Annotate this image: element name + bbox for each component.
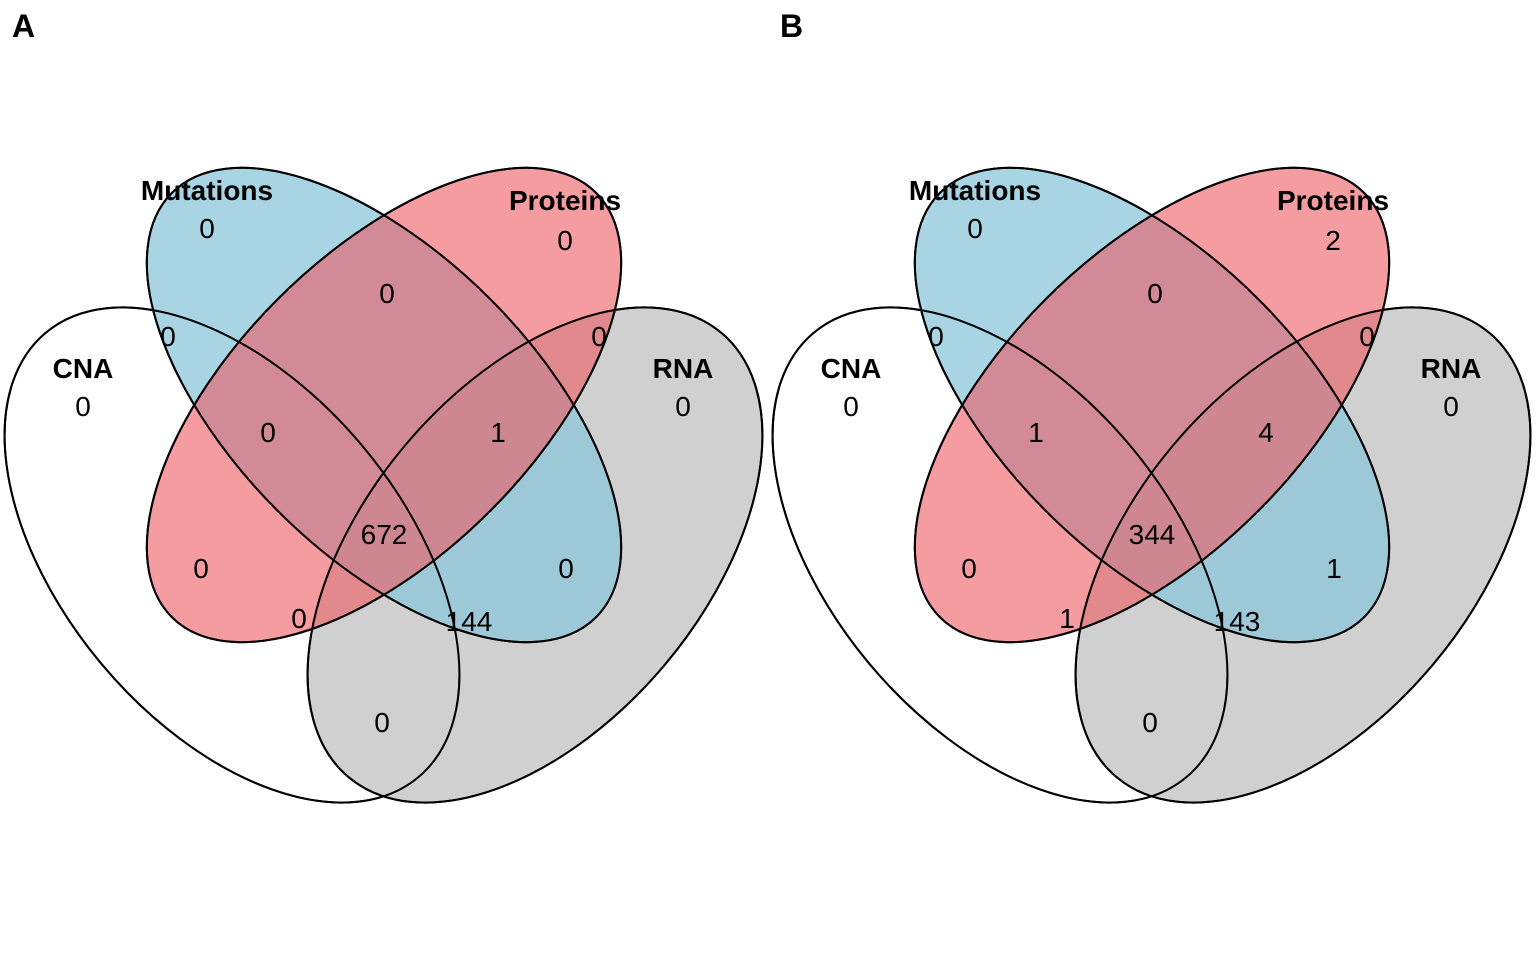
count-mut-rna: 1 — [1326, 553, 1342, 584]
venn-diagram: Mutations Proteins CNA RNA 0 2 0 0 0 0 0… — [771, 166, 1532, 804]
rna-label: RNA — [1421, 353, 1482, 384]
count-prot-cna-rna: 0 — [291, 603, 307, 634]
count-proteins-only: 2 — [1325, 225, 1341, 256]
count-all: 344 — [1129, 519, 1176, 550]
count-mutations-only: 0 — [199, 213, 215, 244]
count-mut-prot-rna: 4 — [1258, 417, 1274, 448]
count-mut-prot-rna: 1 — [490, 417, 506, 448]
count-mut-rna: 0 — [558, 553, 574, 584]
count-cna-rna: 0 — [1142, 707, 1158, 738]
count-cna-rna: 0 — [374, 707, 390, 738]
venn-diagram: Mutations Proteins CNA RNA 0 0 0 0 0 0 0… — [3, 166, 764, 804]
count-mut-prot: 0 — [1147, 278, 1163, 309]
count-prot-cna-rna: 1 — [1059, 603, 1075, 634]
rna-label: RNA — [653, 353, 714, 384]
count-mut-cna: 0 — [160, 321, 176, 352]
count-cna-only: 0 — [75, 391, 91, 422]
panel-letter: B — [780, 8, 804, 44]
count-mut-prot-cna: 0 — [260, 417, 276, 448]
count-prot-cna: 0 — [961, 553, 977, 584]
cna-label: CNA — [821, 353, 882, 384]
proteins-label: Proteins — [1277, 185, 1389, 216]
count-prot-rna: 0 — [1359, 321, 1375, 352]
mutations-label: Mutations — [909, 175, 1041, 206]
count-proteins-only: 0 — [557, 225, 573, 256]
panel-letter: A — [12, 8, 36, 44]
count-all: 672 — [361, 519, 408, 550]
count-rna-only: 0 — [675, 391, 691, 422]
count-mut-prot-cna: 1 — [1028, 417, 1044, 448]
cna-label: CNA — [53, 353, 114, 384]
count-prot-rna: 0 — [591, 321, 607, 352]
proteins-label: Proteins — [509, 185, 621, 216]
count-prot-cna: 0 — [193, 553, 209, 584]
mutations-label: Mutations — [141, 175, 273, 206]
count-mut-cna: 0 — [928, 321, 944, 352]
count-cna-only: 0 — [843, 391, 859, 422]
count-rna-only: 0 — [1443, 391, 1459, 422]
count-mutations-only: 0 — [967, 213, 983, 244]
count-mut-cna-rna: 144 — [446, 606, 493, 637]
count-mut-prot: 0 — [379, 278, 395, 309]
venn-panel-b: B Mutations Proteins CNA RNA 0 2 0 0 0 0… — [768, 0, 1536, 960]
venn-panel-a: A Mutations Proteins CNA RNA 0 0 0 0 — [3, 8, 764, 804]
count-mut-cna-rna: 143 — [1214, 606, 1261, 637]
